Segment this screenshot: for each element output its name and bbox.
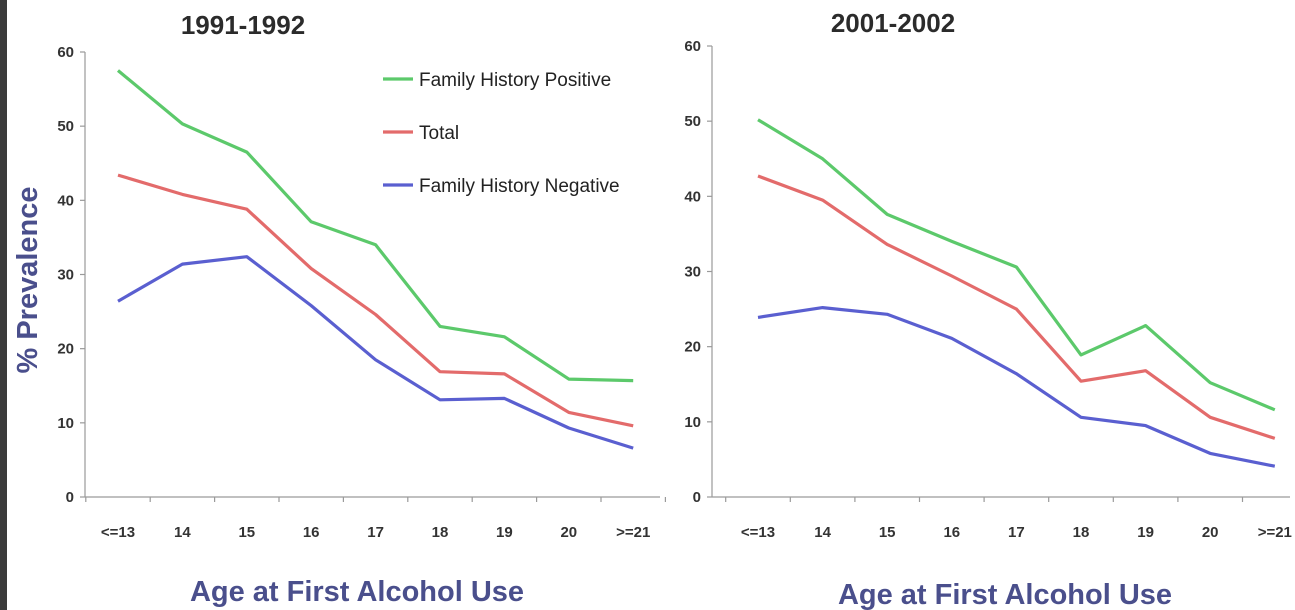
x-tick-label: 16 [943,524,960,541]
x-tick-label: >=21 [616,524,650,541]
y-tick-label: 40 [57,192,74,209]
series-line-total [757,174,1276,440]
legend-label: Total [419,123,459,144]
x-tick-label: 14 [174,524,191,541]
legend-label: Family History Negative [419,176,620,197]
y-tick-label: 0 [693,489,701,506]
x-tick-label: 16 [303,524,320,541]
x-tick-label: <=13 [101,524,135,541]
x-axis-label: Age at First Alcohol Use [190,576,524,608]
y-axis-label: % Prevalence [12,186,44,373]
x-tick-label: 18 [1073,524,1090,541]
x-tick-label: 14 [814,524,831,541]
y-tick-label: 60 [57,44,74,61]
x-tick-label: 19 [496,524,513,541]
series-line-family-history-negative [117,255,634,450]
x-tick-label: 15 [879,524,896,541]
y-tick-label: 50 [684,113,701,130]
y-tick-label: 50 [57,118,74,135]
y-tick-label: 20 [57,341,74,358]
x-tick-label: 20 [560,524,577,541]
chart-title: 1991-1992 [181,10,305,40]
y-tick-label: 10 [684,414,701,431]
chart-panel-2001-2002: 2001-2002 0 10 20 30 40 50 60 <=13 14 15 16 17 18 19 20… [684,8,1292,610]
x-tick-label: 17 [367,524,384,541]
y-tick-label: 0 [66,489,74,506]
y-tick-label: 20 [684,339,701,356]
y-tick-label: 30 [57,267,74,284]
x-axis-label: Age at First Alcohol Use [838,579,1172,610]
left-edge-bar [0,0,7,610]
series-line-family-history-negative [757,306,1276,468]
series-line-family-history-positive [757,118,1276,412]
x-tick-label: 15 [238,524,255,541]
x-tick-label: <=13 [741,524,775,541]
legend-label: Family History Positive [419,70,611,91]
chart-panel-1991-1992: 1991-1992 0 10 20 30 40 50 60 <=13 14 15 16 17 18 19 20… [57,10,667,608]
y-tick-label: 30 [684,264,701,281]
x-tick-label: 17 [1008,524,1025,541]
y-tick-label: 60 [684,38,701,55]
x-tick-label: 18 [432,524,449,541]
series-line-family-history-positive [116,69,634,383]
x-tick-label: >=21 [1258,524,1292,541]
y-tick-label: 40 [684,188,701,205]
x-tick-label: 20 [1202,524,1219,541]
chart-title: 2001-2002 [831,8,955,38]
series-line-total [117,173,634,428]
y-tick-label: 10 [57,415,74,432]
x-tick-label: 19 [1137,524,1154,541]
